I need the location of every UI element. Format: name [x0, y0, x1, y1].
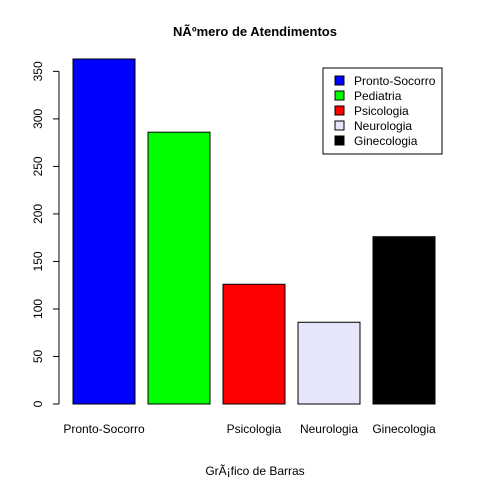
x-axis-label: GrÃ¡fico de Barras	[205, 464, 304, 478]
legend-entry: Psicologia	[354, 104, 409, 118]
bar-pediatria	[148, 132, 210, 404]
bar-ginecologia	[373, 237, 435, 404]
y-tick-label: 0	[31, 400, 45, 407]
bar-pronto-socorro	[73, 59, 135, 404]
bar-psicologia	[223, 284, 285, 404]
y-tick-label: 100	[31, 299, 45, 319]
y-tick-label: 150	[31, 251, 45, 271]
legend-entry: Ginecologia	[354, 134, 418, 148]
legend-swatch	[335, 91, 344, 100]
x-tick-label: Neurologia	[300, 422, 358, 436]
legend: Pronto-SocorroPediatriaPsicologiaNeurolo…	[323, 68, 442, 154]
chart-title: NÃºmero de Atendimentos	[173, 24, 337, 39]
legend-entry: Pronto-Socorro	[354, 74, 436, 88]
x-axis-tick-labels: Pronto-Socorro Psicologia Neurologia Gineco…	[63, 422, 436, 436]
legend-swatch	[335, 121, 344, 130]
y-tick-label: 250	[31, 156, 45, 176]
legend-swatch	[335, 76, 344, 85]
legend-swatch	[335, 106, 344, 115]
y-axis: 0 50 100 150 200 250 300 350	[31, 61, 59, 407]
y-tick-label: 50	[31, 349, 45, 363]
y-tick-label: 200	[31, 204, 45, 224]
bar-neurologia	[298, 322, 360, 404]
x-tick-label: Psicologia	[227, 422, 282, 436]
y-tick-label: 350	[31, 61, 45, 81]
x-tick-label: Ginecologia	[372, 422, 436, 436]
legend-swatch	[335, 136, 344, 145]
legend-entry: Pediatria	[354, 89, 402, 103]
y-tick-label: 300	[31, 109, 45, 129]
x-tick-label: Pronto-Socorro	[63, 422, 145, 436]
legend-entry: Neurologia	[354, 119, 412, 133]
